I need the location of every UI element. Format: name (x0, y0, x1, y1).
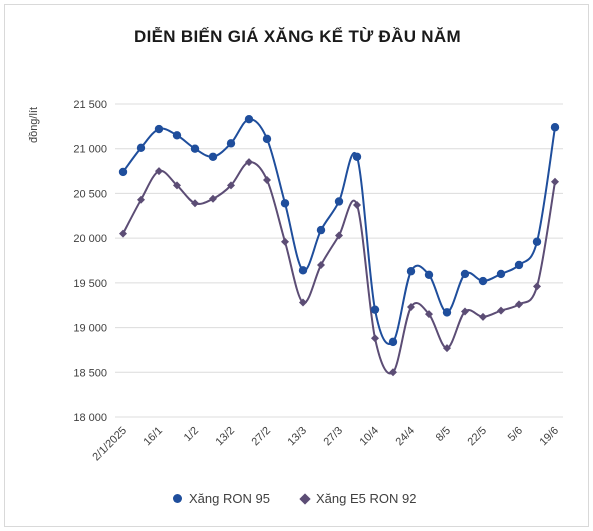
y-tick-label: 20 000 (73, 233, 107, 245)
data-point-e5ron92 (281, 237, 289, 246)
data-point-ron95 (478, 276, 488, 286)
data-point-ron95 (244, 115, 254, 124)
data-point-e5ron92 (479, 312, 487, 321)
data-point-e5ron92 (515, 300, 523, 309)
data-point-e5ron92 (371, 334, 379, 343)
x-tick-label: 24/4 (393, 425, 417, 449)
x-tick-label: 8/5 (434, 425, 453, 444)
data-point-ron95 (442, 308, 452, 317)
data-point-e5ron92 (155, 167, 163, 176)
data-point-e5ron92 (353, 201, 361, 210)
y-tick-label: 21 000 (73, 144, 107, 156)
data-point-ron95 (334, 197, 344, 206)
data-point-e5ron92 (389, 368, 397, 377)
data-point-ron95 (226, 139, 236, 148)
data-point-ron95 (388, 337, 398, 347)
data-point-e5ron92 (317, 260, 325, 269)
data-point-e5ron92 (533, 282, 541, 291)
data-point-e5ron92 (551, 177, 559, 186)
x-tick-label: 1/2 (182, 425, 201, 444)
line-chart: 18 000 18 500 19 000 19 500 20 000 20 500 21 0… (28, 99, 563, 464)
data-point-e5ron92 (173, 181, 181, 190)
data-point-ron95 (352, 152, 362, 161)
data-point-ron95 (460, 269, 470, 279)
x-tick-label: 10/4 (357, 425, 381, 449)
legend-item-ron95[interactable]: Xăng RON 95 (173, 491, 270, 506)
data-point-e5ron92 (335, 231, 343, 240)
data-point-e5ron92 (407, 303, 415, 312)
data-point-e5ron92 (245, 158, 253, 167)
y-tick-label: 19 000 (73, 323, 107, 335)
chart-title: DIỄN BIẾN GIÁ XĂNG KỂ TỪ ĐẦU NĂM (134, 27, 461, 46)
x-tick-label: 22/5 (465, 425, 489, 449)
data-point-ron95 (496, 269, 506, 279)
y-tick-label: 20 500 (73, 188, 107, 200)
data-point-ron95 (118, 167, 128, 177)
circle-marker-icon (173, 494, 182, 503)
legend-label-e5ron92: Xăng E5 RON 92 (316, 491, 417, 506)
data-point-e5ron92 (443, 344, 451, 353)
data-point-e5ron92 (227, 181, 235, 190)
data-point-ron95 (280, 199, 290, 208)
data-point-ron95 (262, 134, 272, 144)
x-tick-label: 2/1/2025 (90, 425, 129, 464)
y-tick-label: 18 500 (73, 367, 107, 379)
legend-label-ron95: Xăng RON 95 (189, 491, 270, 506)
y-tick-label: 18 000 (73, 412, 107, 424)
data-point-e5ron92 (497, 306, 505, 315)
data-point-ron95 (406, 267, 416, 276)
x-tick-label: 5/6 (506, 425, 525, 444)
data-point-ron95 (316, 225, 326, 235)
y-tick-label: 19 500 (73, 278, 107, 290)
x-tick-label: 13/3 (285, 425, 309, 449)
data-point-e5ron92 (425, 310, 433, 319)
data-point-ron95 (532, 237, 542, 246)
data-point-ron95 (298, 266, 308, 275)
data-point-ron95 (370, 305, 380, 314)
data-point-e5ron92 (263, 176, 271, 185)
data-point-e5ron92 (137, 195, 145, 204)
y-tick-label: 21 500 (73, 99, 107, 111)
data-point-ron95 (190, 144, 200, 153)
data-point-ron95 (208, 152, 218, 161)
x-tick-label: 13/2 (213, 425, 237, 449)
data-point-ron95 (514, 260, 524, 270)
chart-card: DIỄN BIẾN GIÁ XĂNG KỂ TỪ ĐẦU NĂM 18 000 1… (4, 4, 589, 527)
data-point-e5ron92 (191, 199, 199, 208)
x-tick-label: 16/1 (141, 425, 165, 449)
data-point-ron95 (136, 143, 146, 153)
y-axis-label: đồng/lít (28, 107, 40, 143)
legend-item-e5ron92[interactable]: Xăng E5 RON 92 (299, 491, 417, 506)
data-point-ron95 (154, 124, 164, 134)
data-point-ron95 (172, 131, 182, 140)
data-point-ron95 (550, 123, 560, 132)
data-point-e5ron92 (209, 194, 217, 203)
x-tick-label: 27/2 (249, 425, 273, 449)
data-point-e5ron92 (461, 307, 469, 316)
diamond-marker-icon (299, 492, 311, 505)
x-tick-label: 27/3 (321, 425, 345, 449)
x-tick-label: 19/6 (537, 425, 561, 449)
data-point-ron95 (424, 270, 434, 280)
data-point-e5ron92 (119, 229, 127, 238)
data-point-e5ron92 (299, 298, 307, 307)
